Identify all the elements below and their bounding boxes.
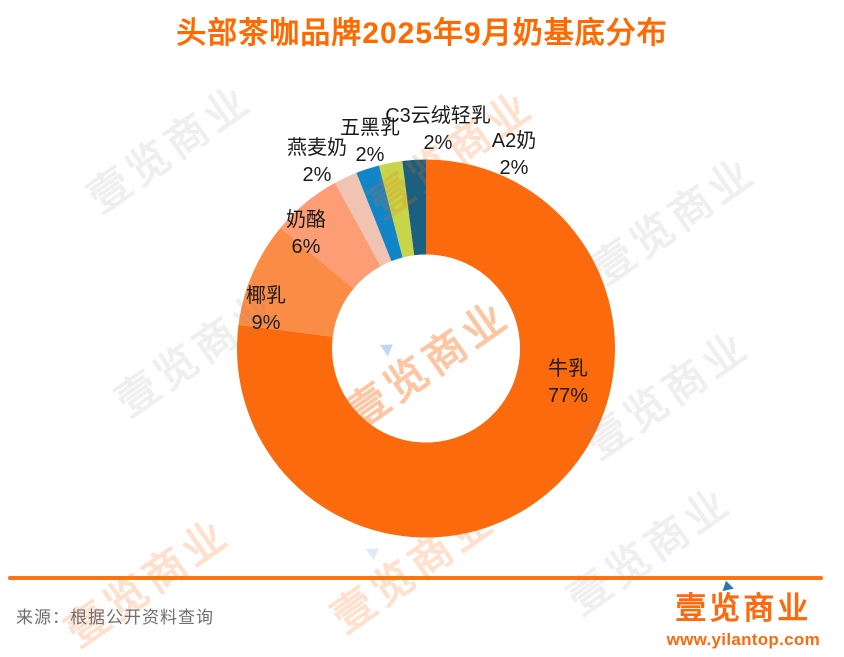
pie-label-name: 五黑乳 xyxy=(340,117,400,139)
pie-label-name: 奶酪 xyxy=(286,209,326,231)
pie-label-pct: 2% xyxy=(499,157,529,179)
pie-label-6: A2奶 2% xyxy=(492,128,536,182)
pie-label-3: 燕麦奶 2% xyxy=(287,135,347,189)
pie-slice-3[interactable] xyxy=(334,172,392,267)
pie-slice-1[interactable] xyxy=(238,228,354,337)
brand-logo: 壹览商业 www.yilantop.com xyxy=(666,580,820,650)
source-note: 来源：根据公开资料查询 xyxy=(16,608,214,627)
pie-label-pct: 6% xyxy=(291,236,321,258)
pie-label-5: C3云绒轻乳 2% xyxy=(385,103,491,157)
brand-logo-text: 壹览商业 xyxy=(675,591,812,626)
pie-label-0: 牛乳 77% xyxy=(548,356,588,410)
pie-label-pct: 2% xyxy=(355,144,385,166)
pie-label-pct: 2% xyxy=(302,164,332,186)
pie-label-2: 奶酪 6% xyxy=(286,207,326,261)
brand-url: www.yilantop.com xyxy=(666,630,820,649)
pie-label-name: 牛乳 xyxy=(548,358,588,380)
pie-label-1: 椰乳 9% xyxy=(246,283,286,337)
pie-label-pct: 9% xyxy=(251,312,281,334)
pie-label-name: A2奶 xyxy=(491,130,537,152)
pie-slice-2[interactable] xyxy=(280,182,381,289)
pie-slice-0[interactable] xyxy=(236,159,615,538)
pie-label-name: C3云绒轻乳 xyxy=(385,105,491,127)
footer-divider xyxy=(8,576,823,580)
pie-label-pct: 77% xyxy=(547,385,589,407)
pie-label-pct: 2% xyxy=(423,132,453,154)
pie-slice-6[interactable] xyxy=(402,159,426,256)
pie-slice-4[interactable] xyxy=(356,165,403,262)
pie-slice-5[interactable] xyxy=(379,160,415,258)
pie-label-name: 燕麦奶 xyxy=(287,137,347,159)
chart-title: 头部茶咖品牌2025年9月奶基底分布 xyxy=(176,17,668,50)
pie-label-4: 五黑乳 2% xyxy=(340,115,400,169)
pie-label-name: 椰乳 xyxy=(246,285,286,307)
